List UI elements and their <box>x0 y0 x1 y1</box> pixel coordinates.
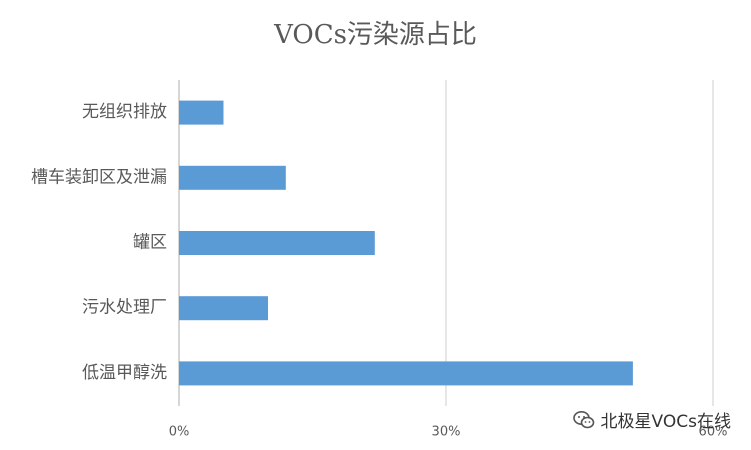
category-label: 污水处理厂 <box>82 298 167 318</box>
watermark-text: 北极星VOCs在线 <box>600 412 731 432</box>
category-label: 槽车装卸区及泄漏 <box>31 167 167 187</box>
x-tick-label: 0% <box>169 425 190 440</box>
category-label: 无组织排放 <box>82 102 167 122</box>
x-tick-label: 60% <box>699 425 728 440</box>
category-label: 低温甲醇洗 <box>82 363 167 383</box>
watermark: 北极星VOCs在线 <box>572 407 731 432</box>
bar <box>179 100 224 125</box>
bar <box>179 296 268 321</box>
bar <box>179 361 633 386</box>
bar <box>179 231 375 255</box>
category-label: 罐区 <box>133 233 167 253</box>
x-tick-label: 30% <box>432 425 461 440</box>
chart-title: VOCs污染源占比 <box>274 20 477 50</box>
wechat-icon <box>572 410 594 428</box>
bar <box>179 165 286 190</box>
